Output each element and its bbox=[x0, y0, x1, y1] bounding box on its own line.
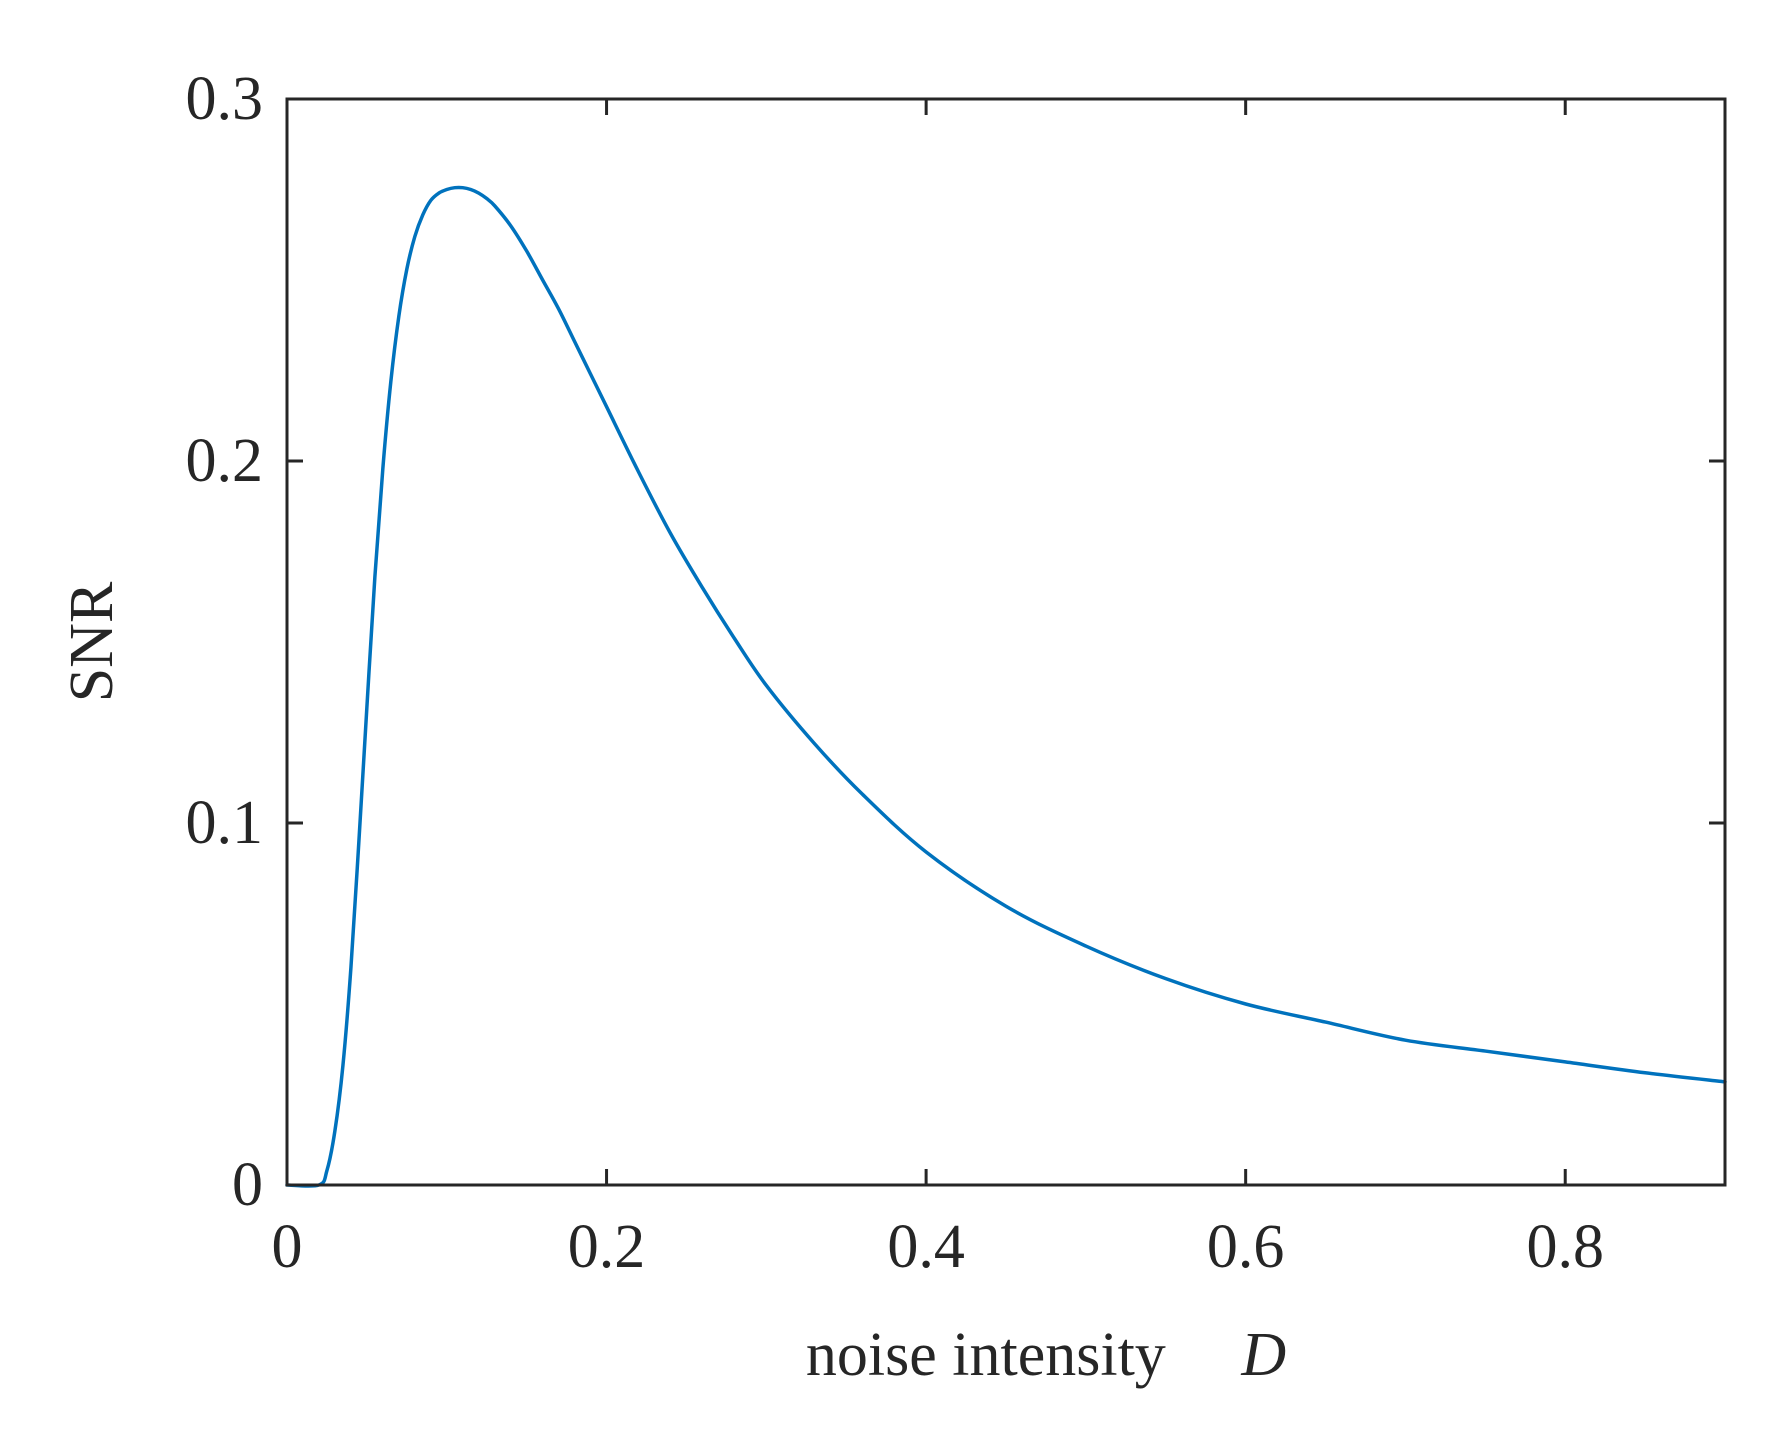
y-axis-label: SNR bbox=[58, 581, 126, 702]
y-tick-label: 0 bbox=[232, 1151, 263, 1219]
x-tick-label: 0 bbox=[272, 1213, 303, 1281]
y-tick-label: 0.3 bbox=[186, 65, 264, 133]
series-group bbox=[285, 185, 1727, 1188]
x-tick-label: 0.6 bbox=[1207, 1213, 1285, 1281]
plot-frame bbox=[285, 97, 1727, 1187]
x-axis-label: noise intensity D bbox=[806, 1321, 1286, 1389]
y-tick-label: 0.1 bbox=[186, 789, 264, 857]
x-axis-label-text: noise intensity bbox=[806, 1321, 1166, 1389]
snr-curve bbox=[285, 185, 1727, 1188]
x-axis-label-symbol: D bbox=[1240, 1321, 1286, 1389]
x-tick-label: 0.2 bbox=[568, 1213, 646, 1281]
x-tick-label: 0.8 bbox=[1526, 1213, 1604, 1281]
y-tick-label: 0.2 bbox=[186, 427, 264, 495]
x-tick-label: 0.4 bbox=[887, 1213, 965, 1281]
axis-tick-labels: 0 0.2 0.4 0.6 0.8 0 0.1 0.2 0.3 bbox=[186, 65, 1604, 1281]
